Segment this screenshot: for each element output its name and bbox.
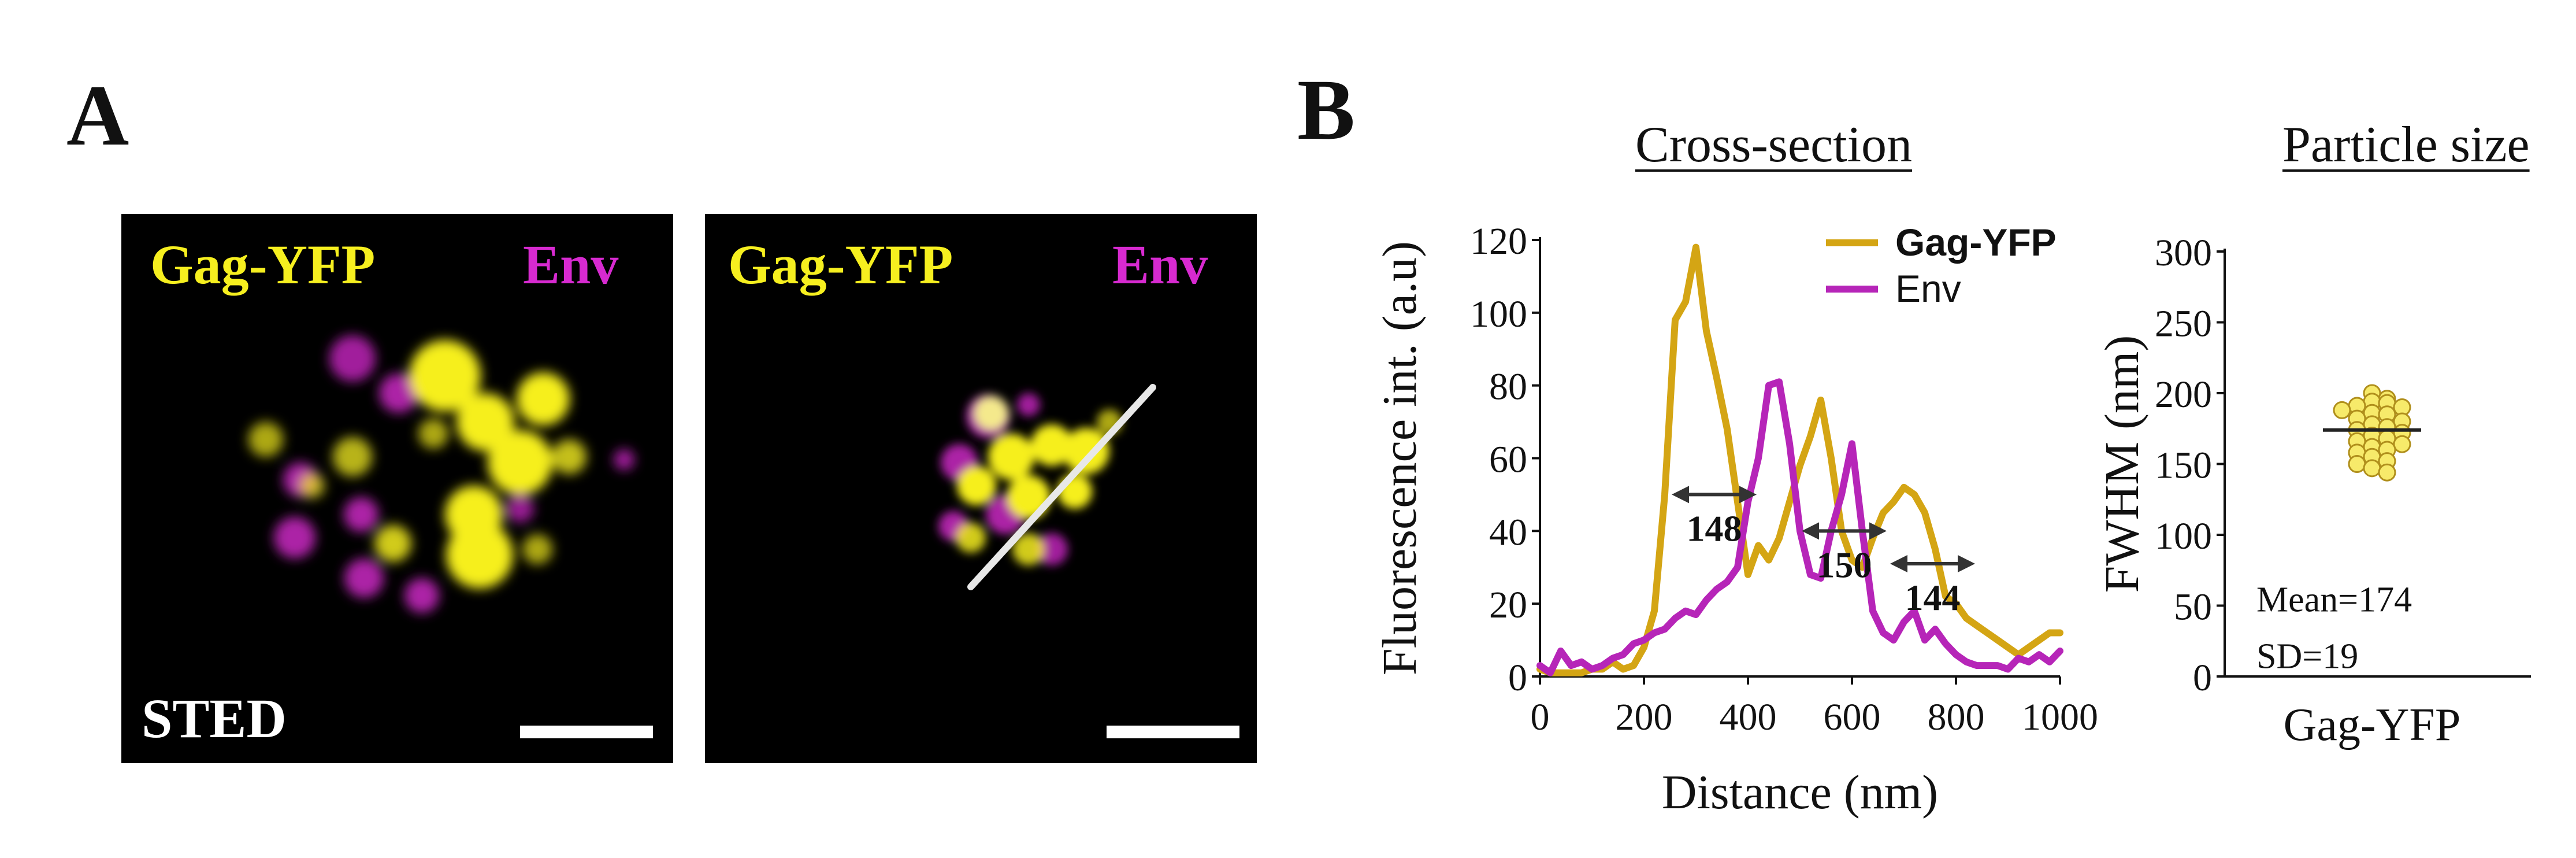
y-tick-label: 0 (2193, 657, 2212, 699)
panel-label-a: A (66, 68, 129, 164)
y-tick-label: 40 (1489, 511, 1527, 553)
image1-gag-label: Gag-YFP (150, 234, 376, 295)
x-tick-label: 600 (1824, 696, 1881, 738)
series-line-env (1536, 378, 2063, 676)
image1-method-label: STED (142, 687, 287, 749)
legend-label: Gag-YFP (1895, 221, 2057, 264)
image2-env-label: Env (1112, 234, 1208, 295)
stat-sd-label: SD=19 (2256, 637, 2358, 676)
sted-image-1: Gag-YFP Env STED (121, 214, 673, 763)
data-point (2363, 459, 2381, 478)
x-tick-label: 200 (1616, 696, 1673, 738)
x-tick-label: 800 (1928, 696, 1985, 738)
series-line-gag-yfp (1536, 243, 2063, 676)
image2-gag-label: Gag-YFP (728, 234, 953, 295)
y-tick-label: 60 (1489, 439, 1527, 481)
y-tick-label: 0 (1508, 657, 1527, 699)
x-tick-label: 400 (1720, 696, 1777, 738)
legend-label: Env (1895, 267, 1961, 310)
y-tick-label: 120 (1470, 220, 1527, 262)
data-point (2348, 455, 2366, 473)
fluorescence-particle-1 (248, 335, 634, 613)
image1-env-label: Env (523, 234, 619, 295)
sted-image-2: Gag-YFP Env (705, 214, 1257, 763)
data-point (2378, 463, 2396, 482)
y-tick-label: 150 (2155, 445, 2212, 487)
y-tick-label: 300 (2155, 232, 2212, 274)
data-point (2393, 435, 2411, 453)
fwhm-label: 148 (1687, 508, 1742, 549)
cross-section-line (967, 384, 1156, 590)
cross-section-chart: 0 20 40 60 80 100 120 0 200 400 600 800 1000 Distance… (1373, 220, 2098, 819)
y-tick-label: 250 (2155, 303, 2212, 345)
particle-size-chart: 0 50 100 150 200 250 300 FWHM (nm) Gag-YFP Mean=1… (2095, 232, 2531, 750)
y-axis-label: Fluorescence int. (a.u) (1373, 241, 1427, 675)
y-tick-label: 20 (1489, 584, 1527, 626)
x-category-label: Gag-YFP (2284, 700, 2461, 750)
scale-bar (1107, 726, 1239, 738)
data-point (2333, 401, 2351, 419)
y-tick-label: 100 (2155, 515, 2212, 557)
y-tick-label: 80 (1489, 366, 1527, 408)
y-tick-label: 50 (2174, 586, 2212, 628)
scale-bar (520, 726, 653, 738)
y-tick-label: 200 (2155, 373, 2212, 416)
particle-size-title: Particle size (2282, 117, 2530, 173)
y-axis-label: FWHM (nm) (2095, 335, 2149, 593)
stat-mean-label: Mean=174 (2256, 580, 2412, 620)
panel-label-b: B (1297, 62, 1356, 158)
y-tick-label: 100 (1470, 293, 1527, 335)
x-tick-label: 1000 (2022, 696, 2098, 738)
x-axis-label: Distance (nm) (1662, 765, 1938, 819)
fluorescence-particle-2 (938, 384, 1156, 590)
fwhm-label: 150 (1817, 544, 1872, 585)
cross-section-title: Cross-section (1635, 117, 1913, 173)
fwhm-label: 144 (1905, 577, 1961, 618)
x-tick-label: 0 (1531, 696, 1550, 738)
